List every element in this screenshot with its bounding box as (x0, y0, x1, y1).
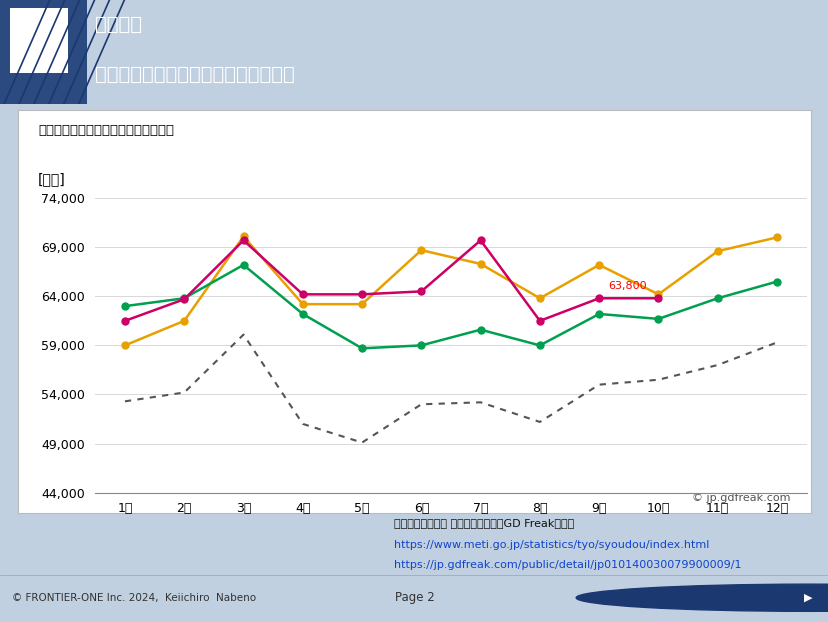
Text: 図表２、: 図表２、 (95, 16, 142, 34)
Text: 63,800: 63,800 (607, 281, 646, 292)
Text: ▶: ▶ (803, 593, 811, 603)
Text: 2024年: 2024年 (479, 178, 519, 191)
Text: 鉱物・金属材料卸売業の販売額の推移: 鉱物・金属材料卸売業の販売額の推移 (38, 124, 174, 137)
Text: 鉱物・金属材料卸売業の販売額の推移: 鉱物・金属材料卸売業の販売額の推移 (95, 65, 295, 85)
Circle shape (575, 584, 828, 611)
Bar (10, 8, 68, 73)
Text: [億円]: [億円] (38, 172, 65, 187)
Text: © jp.gdfreak.com: © jp.gdfreak.com (691, 493, 790, 503)
Text: https://www.meti.go.jp/statistics/tyo/syoudou/index.html: https://www.meti.go.jp/statistics/tyo/sy… (393, 540, 708, 550)
Text: 過去5年平均: 過去5年平均 (595, 178, 640, 191)
Text: 出所：経済産業省 商業動態統計よりGD Freakが作成: 出所：経済産業省 商業動態統計よりGD Freakが作成 (393, 518, 573, 528)
Text: https://jp.gdfreak.com/public/detail/jp010140030079900009/1: https://jp.gdfreak.com/public/detail/jp0… (393, 560, 740, 570)
Bar (0, 0, 87, 104)
Text: 2022年: 2022年 (246, 178, 286, 191)
Text: 2023年: 2023年 (365, 178, 404, 191)
Text: Page 2: Page 2 (394, 592, 434, 604)
Text: © FRONTIER-ONE Inc. 2024,  Keiichiro  Nabeno: © FRONTIER-ONE Inc. 2024, Keiichiro Nabe… (12, 593, 256, 603)
Text: FRONTIER-ONE Inc.: FRONTIER-ONE Inc. (720, 592, 828, 604)
